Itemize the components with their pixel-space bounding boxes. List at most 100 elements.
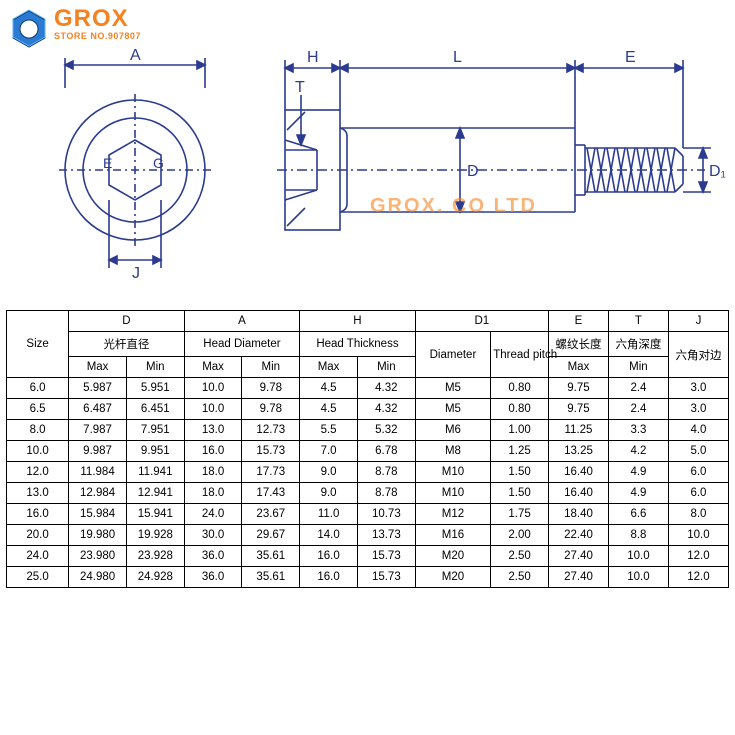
cell-size: 12.0 xyxy=(7,462,69,483)
cell-a_min: 35.61 xyxy=(242,546,300,567)
cell-d_max: 6.487 xyxy=(69,399,127,420)
cell-t: 2.4 xyxy=(608,378,668,399)
cell-t: 6.6 xyxy=(608,504,668,525)
cell-t: 10.0 xyxy=(608,567,668,588)
cell-t: 3.3 xyxy=(608,420,668,441)
cell-e: 27.40 xyxy=(548,546,608,567)
cell-a_max: 18.0 xyxy=(184,462,242,483)
cell-h_min: 15.73 xyxy=(357,567,415,588)
table-row: 6.56.4876.45110.09.784.54.32M50.809.752.… xyxy=(7,399,729,420)
cell-t: 4.9 xyxy=(608,483,668,504)
hdr-H: H xyxy=(300,311,416,332)
cell-a_max: 16.0 xyxy=(184,441,242,462)
table-row: 24.023.98023.92836.035.6116.015.73M202.5… xyxy=(7,546,729,567)
cell-d_max: 7.987 xyxy=(69,420,127,441)
cell-size: 24.0 xyxy=(7,546,69,567)
cell-h_max: 16.0 xyxy=(300,567,358,588)
cell-pitch: 2.50 xyxy=(491,567,549,588)
cell-size: 16.0 xyxy=(7,504,69,525)
hdr-T-min: Min xyxy=(608,357,668,378)
cell-a_min: 29.67 xyxy=(242,525,300,546)
hdr-H-min: Min xyxy=(357,357,415,378)
cell-e: 13.25 xyxy=(548,441,608,462)
cell-t: 10.0 xyxy=(608,546,668,567)
cell-j: 6.0 xyxy=(668,483,728,504)
hdr-E: E xyxy=(548,311,608,332)
cell-size: 13.0 xyxy=(7,483,69,504)
hdr-size: Size xyxy=(7,311,69,378)
cell-h_max: 5.5 xyxy=(300,420,358,441)
cell-pitch: 2.00 xyxy=(491,525,549,546)
cell-h_min: 8.78 xyxy=(357,483,415,504)
table-row: 25.024.98024.92836.035.6116.015.73M202.5… xyxy=(7,567,729,588)
hdr-A-max: Max xyxy=(184,357,242,378)
hdr-D1-diam: Diameter xyxy=(415,332,491,378)
table-row: 16.015.98415.94124.023.6711.010.73M121.7… xyxy=(7,504,729,525)
dim-H: H xyxy=(307,49,319,66)
dim-G: G xyxy=(153,155,164,171)
cell-a_max: 36.0 xyxy=(184,546,242,567)
technical-diagram: A E G J xyxy=(0,20,735,290)
hdr-E-max: Max xyxy=(548,357,608,378)
cell-size: 10.0 xyxy=(7,441,69,462)
cell-pitch: 2.50 xyxy=(491,546,549,567)
dim-J: J xyxy=(132,265,140,282)
dim-A: A xyxy=(130,47,141,64)
cell-a_max: 24.0 xyxy=(184,504,242,525)
hdr-J-sub: 六角对边 xyxy=(668,332,728,378)
table-row: 13.012.98412.94118.017.439.08.78M101.501… xyxy=(7,483,729,504)
table-row: 20.019.98019.92830.029.6714.013.73M162.0… xyxy=(7,525,729,546)
cell-h_max: 9.0 xyxy=(300,462,358,483)
cell-e: 18.40 xyxy=(548,504,608,525)
cell-a_min: 17.73 xyxy=(242,462,300,483)
cell-d1: M10 xyxy=(415,462,491,483)
cell-h_min: 6.78 xyxy=(357,441,415,462)
hdr-T-sub: 六角深度 xyxy=(608,332,668,357)
dim-E-side: E xyxy=(625,49,636,66)
cell-d_min: 12.941 xyxy=(126,483,184,504)
hdr-A-min: Min xyxy=(242,357,300,378)
watermark-text: GROX. CO LTD xyxy=(370,195,537,218)
dim-E-front: E xyxy=(103,155,112,171)
cell-e: 22.40 xyxy=(548,525,608,546)
cell-e: 11.25 xyxy=(548,420,608,441)
hdr-D-max: Max xyxy=(69,357,127,378)
cell-h_max: 14.0 xyxy=(300,525,358,546)
cell-j: 12.0 xyxy=(668,546,728,567)
cell-pitch: 1.75 xyxy=(491,504,549,525)
cell-h_max: 4.5 xyxy=(300,399,358,420)
dim-D: D xyxy=(467,163,479,180)
cell-pitch: 1.50 xyxy=(491,462,549,483)
cell-t: 4.2 xyxy=(608,441,668,462)
cell-h_min: 15.73 xyxy=(357,546,415,567)
cell-a_min: 17.43 xyxy=(242,483,300,504)
cell-a_max: 10.0 xyxy=(184,399,242,420)
cell-a_max: 36.0 xyxy=(184,567,242,588)
hdr-A-sub: Head Diameter xyxy=(184,332,300,357)
cell-d_max: 15.984 xyxy=(69,504,127,525)
cell-j: 12.0 xyxy=(668,567,728,588)
cell-size: 25.0 xyxy=(7,567,69,588)
header-row-3: Max Min Max Min Max Min Max Min xyxy=(7,357,729,378)
cell-pitch: 1.25 xyxy=(491,441,549,462)
cell-a_min: 9.78 xyxy=(242,399,300,420)
cell-d_max: 12.984 xyxy=(69,483,127,504)
cell-h_max: 16.0 xyxy=(300,546,358,567)
cell-t: 2.4 xyxy=(608,399,668,420)
cell-d1: M20 xyxy=(415,567,491,588)
hdr-D-min: Min xyxy=(126,357,184,378)
cell-a_min: 23.67 xyxy=(242,504,300,525)
spec-table: Size D A H D1 E T J 光杆直径 Head Diameter H… xyxy=(6,310,729,588)
cell-j: 8.0 xyxy=(668,504,728,525)
header-row-2: 光杆直径 Head Diameter Head Thickness Diamet… xyxy=(7,332,729,357)
cell-d_min: 5.951 xyxy=(126,378,184,399)
cell-h_min: 10.73 xyxy=(357,504,415,525)
cell-size: 20.0 xyxy=(7,525,69,546)
cell-a_min: 15.73 xyxy=(242,441,300,462)
cell-a_max: 18.0 xyxy=(184,483,242,504)
cell-h_min: 4.32 xyxy=(357,399,415,420)
cell-h_max: 9.0 xyxy=(300,483,358,504)
cell-size: 6.0 xyxy=(7,378,69,399)
cell-d1: M8 xyxy=(415,441,491,462)
cell-pitch: 1.50 xyxy=(491,483,549,504)
